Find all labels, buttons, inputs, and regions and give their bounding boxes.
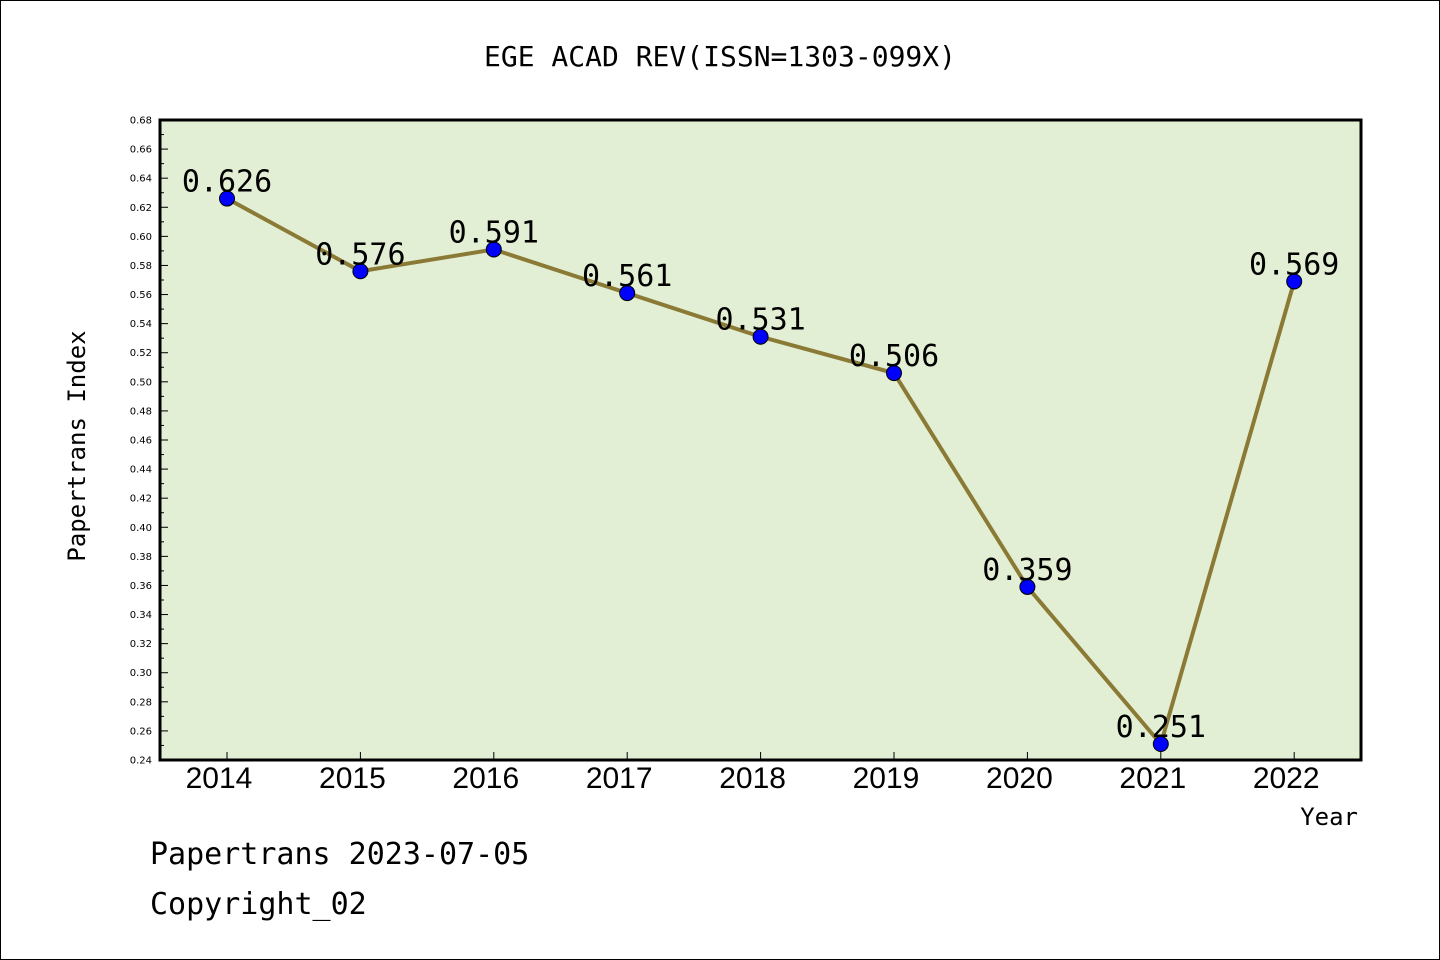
plot-area (158, 118, 1363, 762)
data-point (886, 365, 902, 382)
footer-date: Papertrans 2023-07-05 (150, 837, 529, 872)
y-tick-label: 0.42 (130, 494, 152, 505)
chart-title: EGE ACAD REV(ISSN=1303-099X) (484, 40, 956, 73)
y-tick-label: 0.40 (130, 523, 152, 534)
x-axis-ticks: 2014 2015 2016 2017 2018 2019 2020 2021 2022 (186, 752, 1320, 795)
y-tick-label: 0.38 (130, 552, 152, 563)
data-label: 0.576 (315, 237, 405, 272)
y-tick-label: 0.48 (130, 406, 152, 417)
data-point (1019, 578, 1036, 595)
data-point (352, 263, 369, 280)
x-tick-label: 2014 (186, 762, 253, 795)
x-tick-label: 2017 (586, 762, 653, 795)
y-axis-ticks: 0.24 0.26 0.28 0.30 0.32 0.34 0.36 0.38 0.40 0.42… (130, 116, 168, 767)
data-point (1152, 736, 1169, 752)
x-tick-label: 2018 (719, 762, 786, 795)
data-label: 0.626 (182, 165, 272, 200)
y-tick-label: 0.28 (130, 697, 152, 708)
data-point (752, 328, 769, 345)
y-tick-label: 0.36 (130, 581, 152, 592)
y-tick-label: 0.64 (130, 174, 152, 185)
x-axis-label: Year (1300, 803, 1358, 831)
y-tick-label: 0.50 (130, 377, 152, 388)
data-label: 0.506 (849, 339, 939, 374)
data-point (219, 190, 235, 207)
y-tick-label: 0.26 (130, 726, 152, 737)
data-label: 0.359 (982, 553, 1072, 588)
data-point (1286, 273, 1303, 290)
marker-group (219, 190, 1303, 752)
y-tick-label: 0.58 (130, 261, 152, 272)
data-label: 0.561 (582, 259, 672, 294)
x-tick-label: 2019 (853, 762, 920, 795)
y-tick-label: 0.44 (130, 465, 152, 476)
x-tick-label: 2022 (1253, 762, 1320, 795)
x-tick-label: 2016 (452, 762, 519, 795)
data-label: 0.251 (1116, 710, 1206, 745)
y-tick-label: 0.52 (130, 348, 152, 359)
data-label: 0.531 (715, 303, 805, 338)
y-axis-label: Papertrans Index (63, 330, 91, 561)
y-tick-label: 0.24 (130, 756, 152, 767)
y-tick-label: 0.46 (130, 436, 152, 447)
y-tick-label: 0.66 (130, 145, 152, 156)
data-label-group: 0.626 0.576 0.591 0.561 0.531 0.506 0.359 0.251… (182, 165, 1340, 745)
y-tick-label: 0.32 (130, 639, 152, 650)
y-tick-label: 0.34 (130, 610, 152, 621)
x-tick-label: 2021 (1119, 762, 1186, 795)
y-tick-label: 0.62 (130, 203, 152, 214)
y-tick-label: 0.54 (130, 319, 152, 330)
y-tick-label: 0.56 (130, 290, 152, 301)
data-point (485, 241, 502, 258)
x-tick-label: 2015 (319, 762, 386, 795)
data-point (619, 285, 636, 302)
x-tick-label: 2020 (986, 762, 1053, 795)
y-tick-label: 0.30 (130, 668, 152, 679)
y-tick-label: 0.60 (130, 232, 152, 243)
footer-copyright: Copyright_02 (150, 887, 367, 922)
y-tick-label: 0.68 (130, 116, 152, 127)
data-label: 0.569 (1249, 247, 1339, 282)
data-label: 0.591 (449, 215, 539, 250)
